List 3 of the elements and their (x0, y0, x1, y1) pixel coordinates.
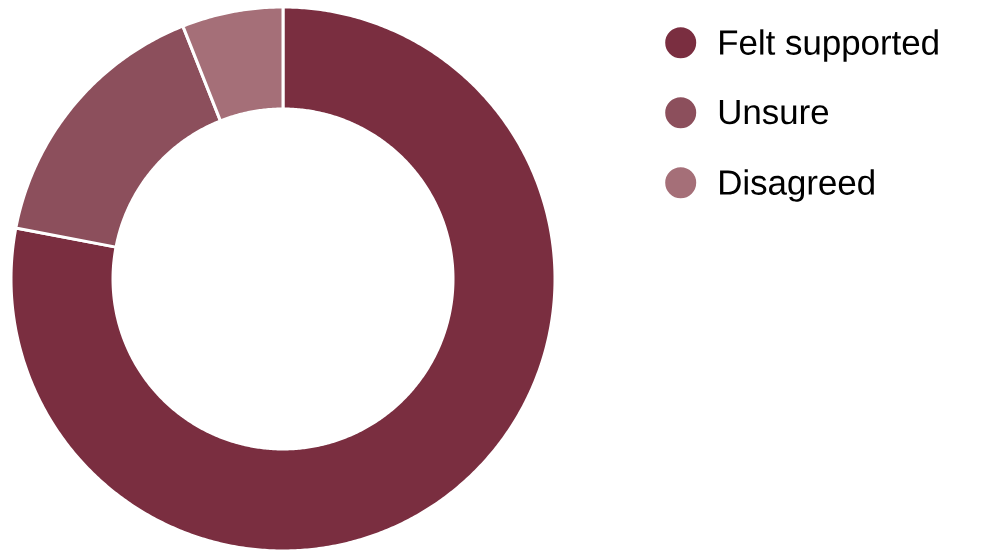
legend-label: Felt supported (720, 29, 938, 62)
legend-label: Unsure (719, 99, 829, 125)
legend-label: Disagreed (720, 169, 874, 202)
